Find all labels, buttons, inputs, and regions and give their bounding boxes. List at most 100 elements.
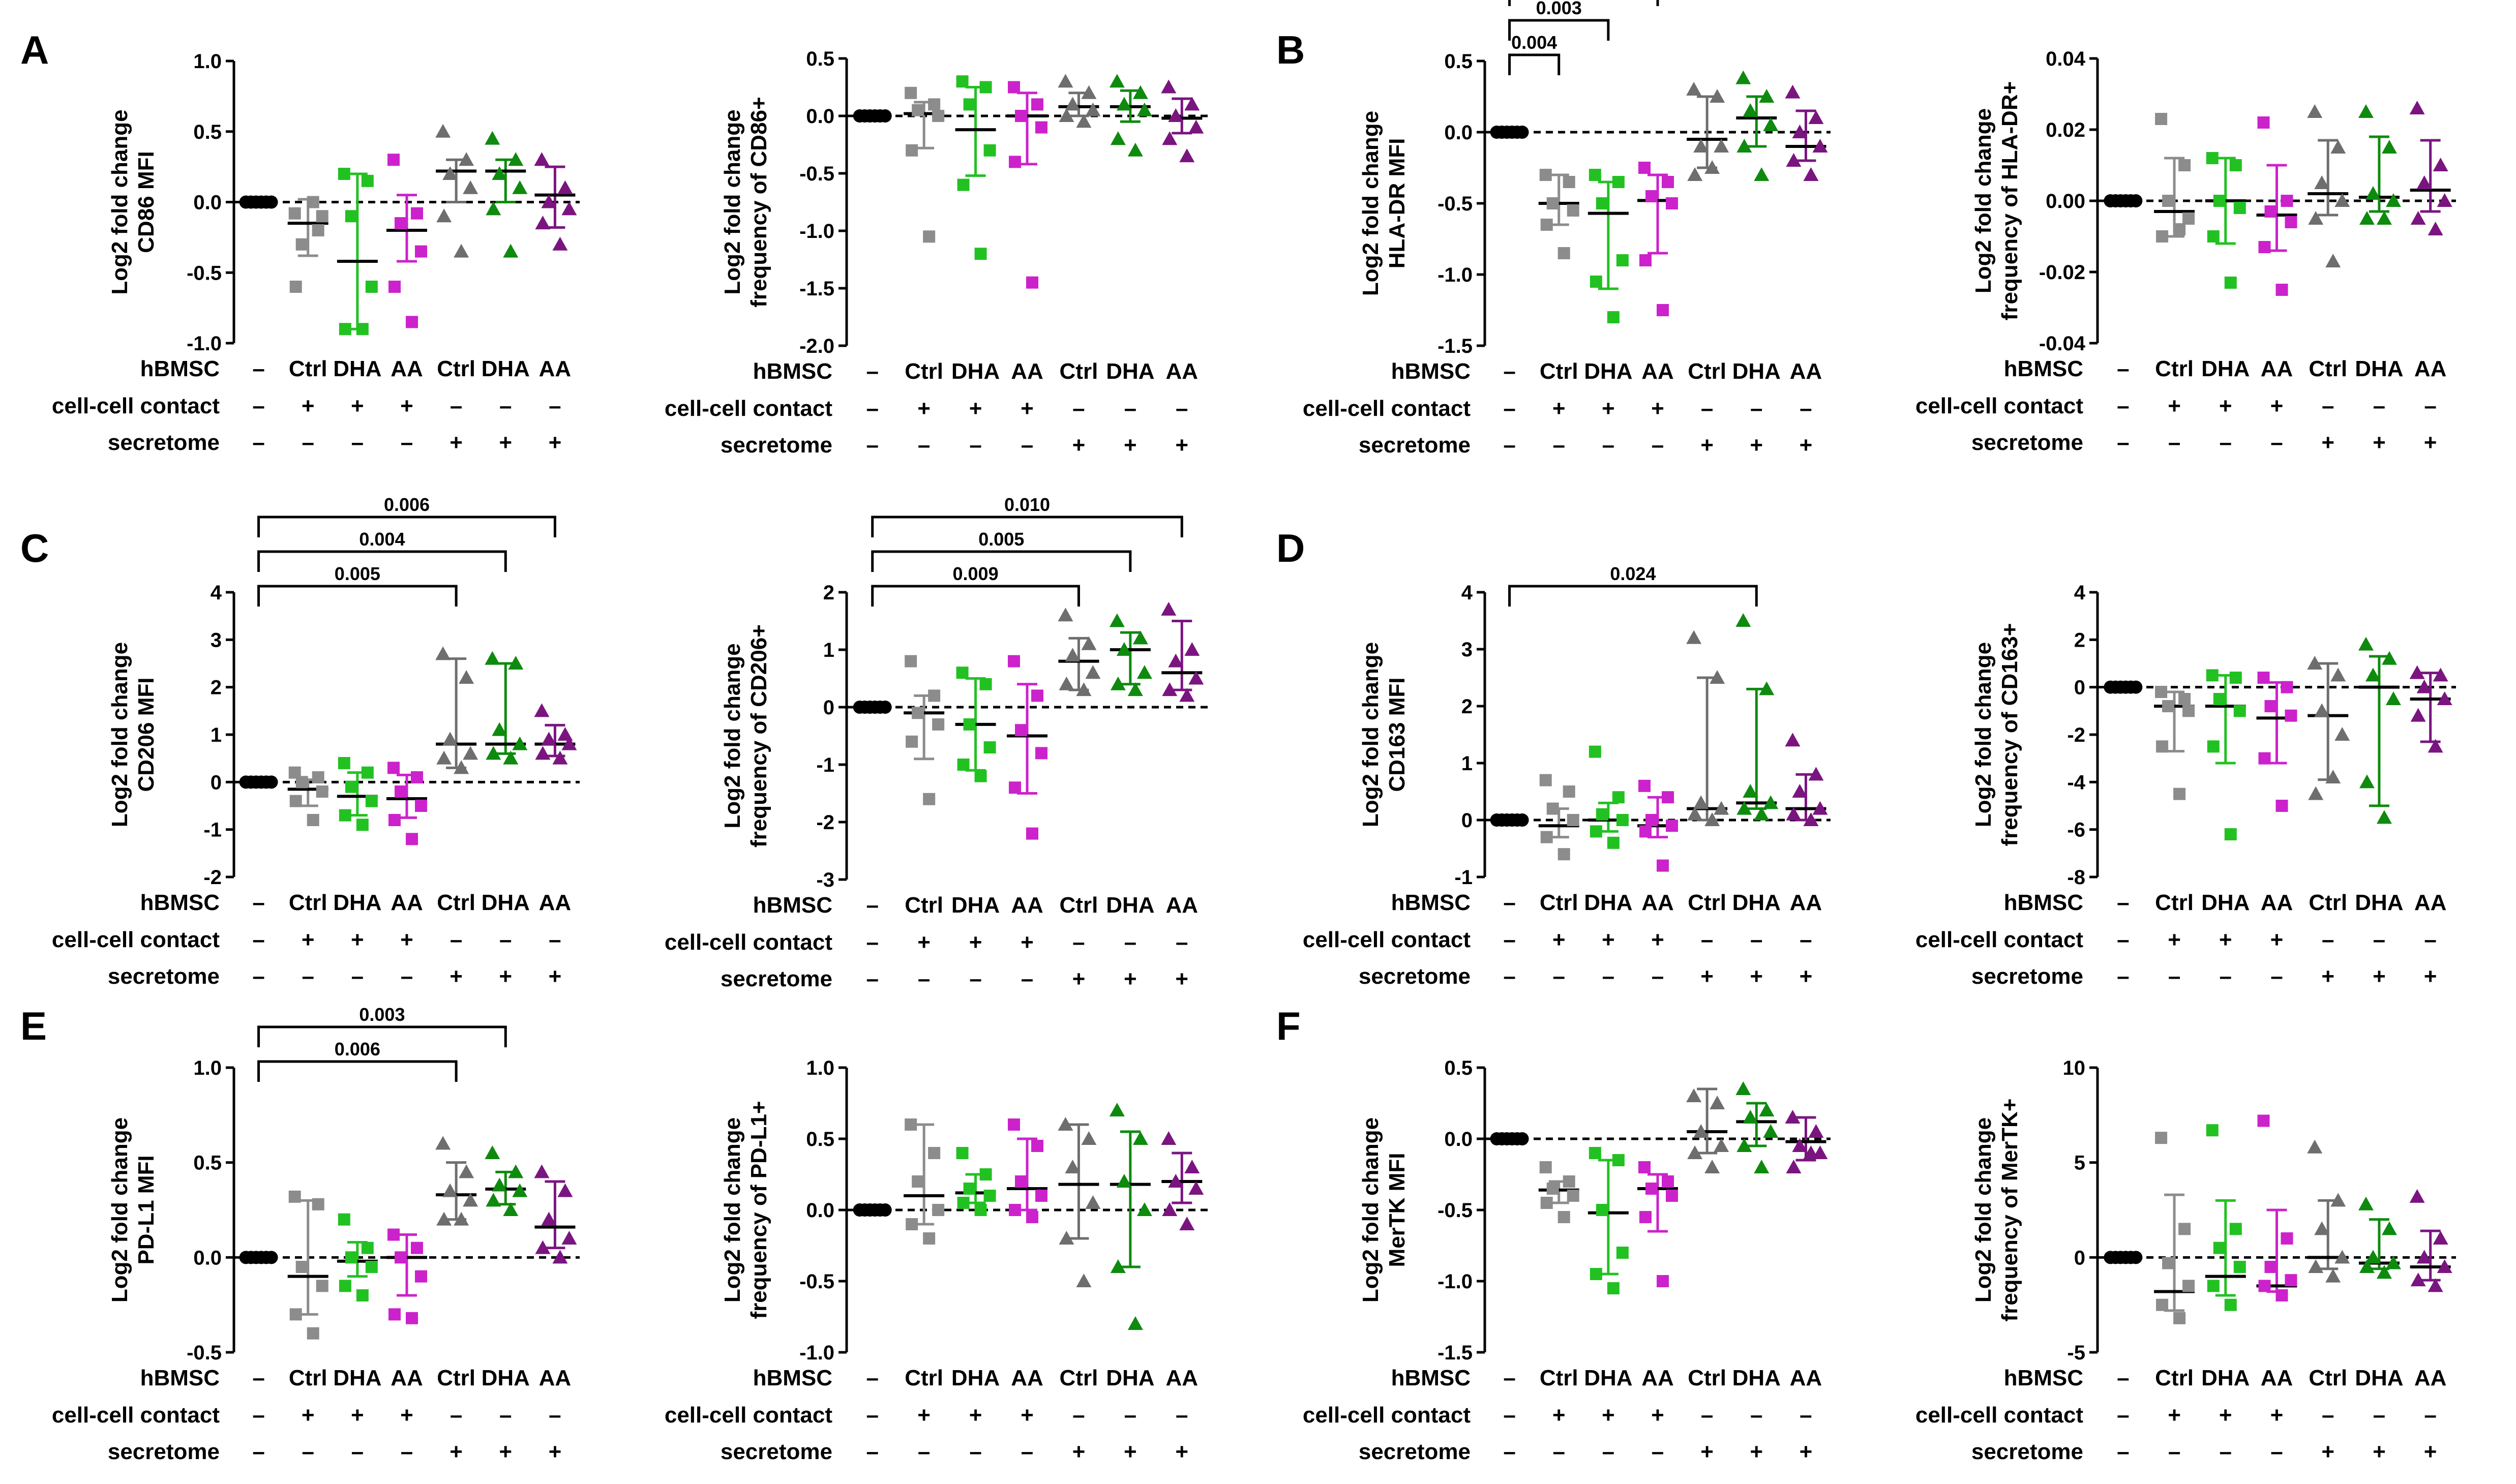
- data-point: [2428, 739, 2443, 753]
- chart-c2: -3 -2 -1 0 1 2 Log2 fold changefrequency of CD…: [665, 494, 1208, 991]
- data-point: [1785, 733, 1801, 747]
- data-point: [1714, 801, 1729, 815]
- data-point: [387, 762, 400, 774]
- condition-value: –: [1750, 927, 1762, 952]
- data-point: [2307, 1139, 2323, 1154]
- condition-value: +: [2270, 927, 2284, 952]
- significance-bracket: [871, 516, 1183, 537]
- data-point: [2308, 786, 2324, 800]
- condition-value: –: [2117, 1403, 2129, 1428]
- condition-value: +: [1175, 1439, 1188, 1464]
- data-point: [2206, 152, 2219, 164]
- data-point: [541, 732, 557, 746]
- condition-value: +: [1552, 396, 1566, 421]
- data-point: [1714, 1138, 1729, 1152]
- y-tick-label: 2: [823, 582, 834, 604]
- data-point: [1116, 1174, 1132, 1188]
- data-point: [1168, 108, 1184, 122]
- p-value-label: 0.005: [335, 563, 380, 584]
- data-point: [356, 819, 369, 831]
- condition-value: –: [1552, 964, 1565, 989]
- data-point: [1763, 117, 1779, 131]
- condition-value: +: [2219, 393, 2232, 418]
- condition-value: Ctrl: [437, 1366, 475, 1390]
- y-axis-label: Log2 fold changeHLA-DR MFI: [1358, 111, 1410, 296]
- data-point: [1026, 1211, 1038, 1223]
- data-point: [508, 1164, 524, 1178]
- significance-bracket: [257, 1025, 507, 1047]
- condition-value: AA: [539, 1366, 572, 1390]
- data-point: [956, 75, 969, 88]
- data-point: [289, 795, 302, 807]
- significance-bracket: [257, 516, 556, 537]
- condition-value: Ctrl: [1688, 359, 1726, 384]
- y-tick-label: 0.0: [1444, 1128, 1473, 1150]
- data-point: [1161, 1131, 1177, 1145]
- data-point: [2334, 1250, 2350, 1264]
- data-point: [1515, 126, 1529, 139]
- condition-value: –: [1021, 1439, 1033, 1464]
- condition-value: Ctrl: [289, 356, 327, 381]
- data-point: [2428, 222, 2443, 235]
- data-point: [534, 152, 550, 166]
- data-point: [485, 1145, 500, 1159]
- data-point: [1662, 176, 1674, 188]
- condition-value: +: [1124, 966, 1137, 991]
- condition-value: +: [1552, 1403, 1566, 1428]
- data-point: [1539, 169, 1552, 181]
- condition-value: +: [450, 430, 463, 455]
- data-point: [2409, 1189, 2425, 1203]
- data-point: [2376, 1265, 2392, 1279]
- data-point: [2385, 1255, 2401, 1269]
- condition-value: +: [1175, 433, 1188, 458]
- data-point: [2365, 668, 2381, 682]
- data-point: [2433, 1231, 2448, 1245]
- data-point: [1065, 648, 1081, 662]
- condition-value: –: [2373, 393, 2385, 418]
- data-point: [2437, 193, 2452, 207]
- condition-value: Ctrl: [1540, 359, 1578, 384]
- data-point: [485, 651, 500, 665]
- condition-value: +: [2270, 1403, 2284, 1428]
- condition-value: Ctrl: [2155, 890, 2194, 915]
- y-tick-label: -0.5: [1437, 193, 1473, 215]
- data-point: [2182, 1280, 2195, 1292]
- y-tick-label: 0.5: [193, 121, 222, 143]
- data-point: [1590, 825, 1602, 838]
- condition-value: +: [917, 930, 931, 955]
- data-point: [1035, 1190, 1047, 1202]
- data-point: [316, 785, 328, 798]
- data-point: [2155, 1132, 2168, 1144]
- condition-value: +: [450, 964, 463, 989]
- data-point: [983, 144, 996, 157]
- condition-value: +: [1602, 396, 1615, 421]
- y-tick-label: 0: [211, 771, 222, 794]
- data-point: [508, 152, 524, 166]
- condition-row-label: cell-cell contact: [52, 1403, 220, 1428]
- data-point: [1754, 806, 1770, 821]
- data-point: [2416, 175, 2432, 189]
- condition-value: +: [499, 430, 512, 455]
- data-point: [339, 1280, 351, 1292]
- condition-value: –: [302, 964, 314, 989]
- data-point: [1693, 139, 1709, 153]
- condition-value: +: [499, 964, 512, 989]
- data-point: [2437, 1259, 2452, 1273]
- data-point: [2178, 693, 2191, 705]
- data-point: [1590, 1268, 1602, 1280]
- condition-value: +: [1602, 927, 1615, 952]
- data-point: [1666, 197, 1678, 209]
- condition-value: –: [1552, 433, 1565, 458]
- condition-value: –: [302, 1439, 314, 1464]
- data-point: [1666, 820, 1678, 832]
- condition-value: –: [1503, 964, 1515, 989]
- condition-row-label: cell-cell contact: [1915, 927, 2083, 952]
- condition-row-label: hBMSC: [1391, 1366, 1471, 1390]
- y-tick-label: 0.00: [2046, 190, 2085, 213]
- data-point: [288, 1190, 301, 1203]
- condition-value: –: [866, 893, 878, 918]
- y-tick-label: -5: [2067, 1342, 2085, 1364]
- y-tick-label: 0: [2074, 677, 2085, 699]
- data-point: [932, 1204, 945, 1216]
- data-point: [1162, 131, 1178, 145]
